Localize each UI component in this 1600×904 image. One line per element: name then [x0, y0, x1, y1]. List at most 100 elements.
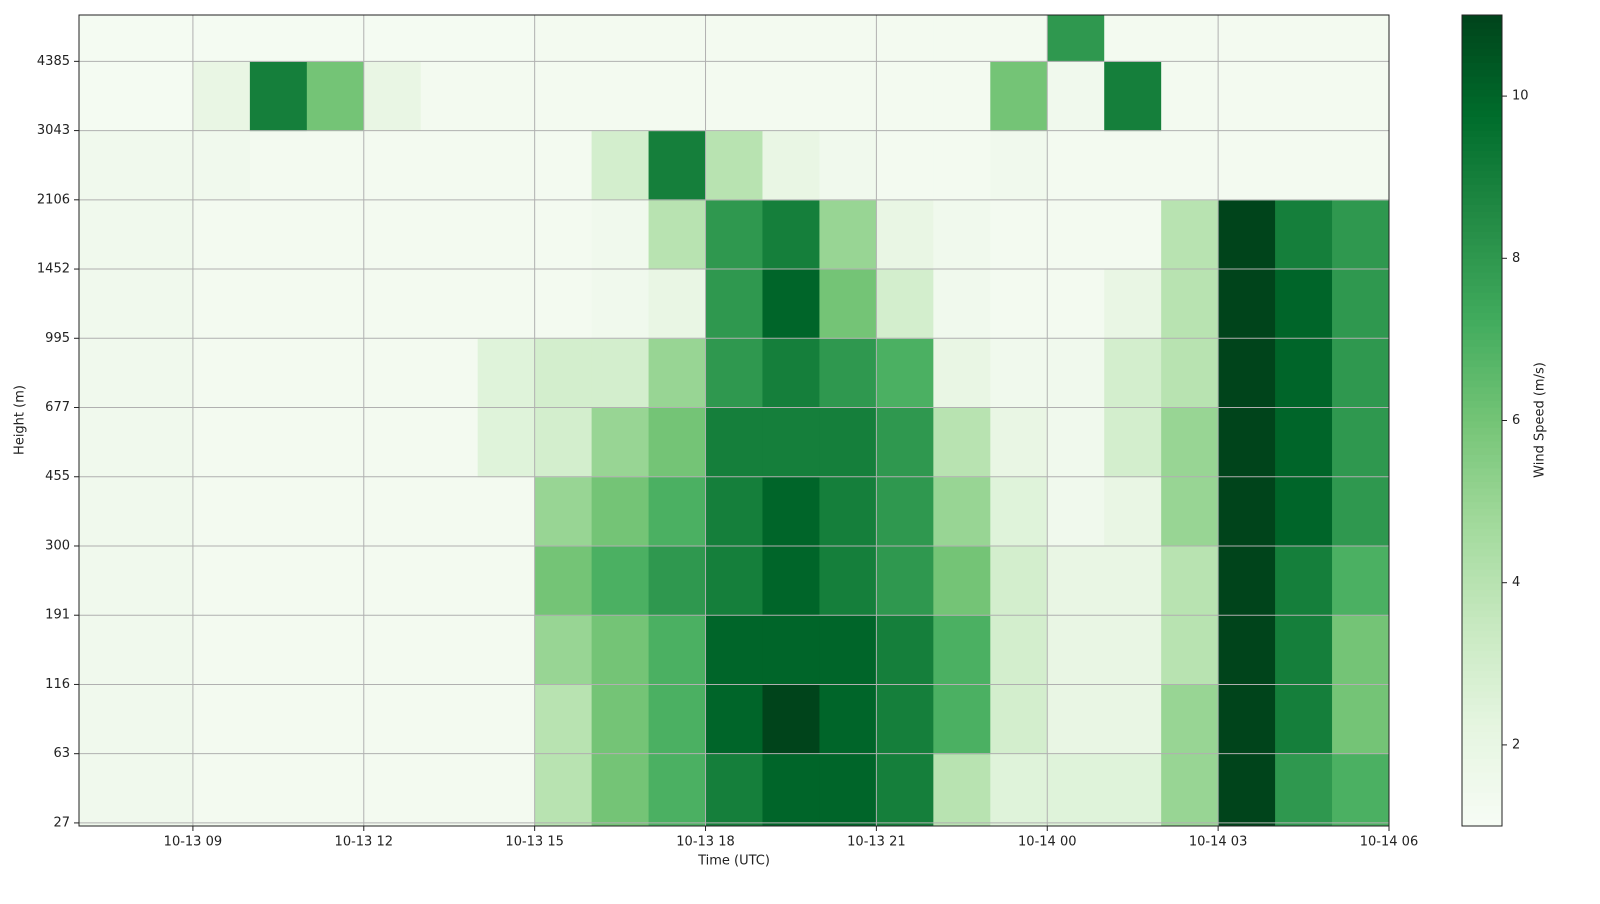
heatmap-cell [534, 615, 593, 685]
heatmap-cell [249, 61, 308, 132]
heatmap-cell [591, 615, 650, 685]
heatmap-cell [876, 130, 934, 201]
heatmap-cell [762, 684, 820, 755]
heatmap-cell [1275, 407, 1333, 478]
heatmap-cell [876, 269, 934, 339]
heatmap-cell [306, 269, 365, 339]
heatmap-cell [762, 199, 820, 270]
colorbar-segment [1462, 555, 1502, 564]
heatmap-cell [705, 615, 763, 685]
colorbar-segment [1462, 400, 1502, 408]
heatmap-cell [876, 615, 934, 685]
heatmap-cell [1218, 130, 1276, 201]
heatmap-cell [135, 338, 194, 409]
heatmap-cell [534, 338, 593, 409]
colorbar-segment [1462, 55, 1502, 63]
colorbar-segment [1462, 89, 1502, 97]
heatmap-cell [1104, 545, 1162, 616]
colorbar-segment [1462, 501, 1502, 509]
colorbar-segment [1462, 406, 1502, 415]
heatmap-cell [1104, 61, 1162, 132]
heatmap-cell [1332, 199, 1390, 270]
heatmap-cell [534, 199, 593, 270]
colorbar-segment [1462, 677, 1502, 685]
heatmap-cell [306, 407, 365, 478]
heatmap-cell [249, 338, 308, 409]
y-tick-label: 995 [45, 331, 70, 346]
colorbar-segment [1462, 48, 1502, 57]
heatmap-cell [79, 338, 137, 409]
heatmap-cell [1104, 338, 1162, 409]
heatmap-cell [648, 338, 707, 409]
heatmap-cell [363, 61, 422, 132]
colorbar-label: Wind Speed (m/s) [1533, 362, 1548, 478]
colorbar-segment [1462, 393, 1502, 401]
colorbar-segment [1462, 711, 1502, 719]
heatmap-cell [1275, 269, 1333, 339]
heatmap-cell [648, 15, 707, 62]
heatmap-cell [135, 15, 194, 62]
heatmap-cell [876, 407, 934, 478]
colorbar-segment [1462, 474, 1502, 482]
colorbar-segment [1462, 265, 1502, 273]
colorbar-segment [1462, 305, 1502, 313]
heatmap-cell [762, 61, 820, 132]
heatmap-cell [648, 61, 707, 132]
heatmap-cell [1218, 199, 1276, 270]
colorbar-segment [1462, 731, 1502, 739]
heatmap-cell [135, 615, 194, 685]
colorbar-segment [1462, 758, 1502, 766]
heatmap-cell [762, 269, 820, 339]
heatmap-cell [1047, 15, 1105, 62]
heatmap-cell [933, 684, 991, 755]
x-tick-label: 10-14 00 [1018, 835, 1076, 850]
heatmap-cell [591, 130, 650, 201]
heatmap-cell [1047, 476, 1105, 547]
colorbar-segment [1462, 704, 1502, 712]
heatmap-cell [306, 615, 365, 685]
colorbar-segment [1462, 170, 1502, 178]
colorbar-segment [1462, 434, 1502, 442]
colorbar-segment [1462, 535, 1502, 543]
colorbar-segment [1462, 109, 1502, 117]
heatmap-cell [249, 15, 308, 62]
colorbar-segment [1462, 15, 1502, 23]
heatmap-cell [79, 61, 137, 132]
heatmap-cell [990, 269, 1048, 339]
x-tick-label: 10-13 21 [847, 835, 905, 850]
heatmap-cell [591, 407, 650, 478]
heatmap-cell [1275, 130, 1333, 201]
heatmap-cell [933, 615, 991, 685]
colorbar-segment [1462, 461, 1502, 469]
y-tick-label: 2106 [37, 192, 70, 207]
heatmap-cell [135, 199, 194, 270]
heatmap-cell [306, 15, 365, 62]
heatmap-cell [705, 753, 763, 827]
colorbar-segment [1462, 744, 1502, 753]
heatmap-cell [762, 15, 820, 62]
heatmap-cell [135, 130, 194, 201]
heatmap-cell [933, 61, 991, 132]
heatmap-cell [819, 753, 877, 827]
y-tick-label: 3043 [37, 123, 70, 138]
colorbar-segment [1462, 616, 1502, 624]
colorbar-segment [1462, 738, 1502, 746]
colorbar-segment [1462, 562, 1502, 570]
heatmap-cell [534, 130, 593, 201]
heatmap-cell [819, 269, 877, 339]
colorbar-segment [1462, 379, 1502, 388]
colorbar-segment [1462, 386, 1502, 395]
heatmap-cell [79, 407, 137, 478]
heatmap-cell [1104, 476, 1162, 547]
heatmap-cell [249, 615, 308, 685]
heatmap-cell [420, 61, 479, 132]
y-tick-label: 1452 [37, 262, 70, 277]
heatmap-cell [762, 407, 820, 478]
colorbar-segment [1462, 332, 1502, 340]
heatmap-cell [420, 199, 479, 270]
heatmap-cell [1218, 338, 1276, 409]
colorbar-segment [1462, 292, 1502, 300]
heatmap-cell [1047, 615, 1105, 685]
colorbar-segment [1462, 467, 1502, 476]
heatmap-cell [933, 476, 991, 547]
